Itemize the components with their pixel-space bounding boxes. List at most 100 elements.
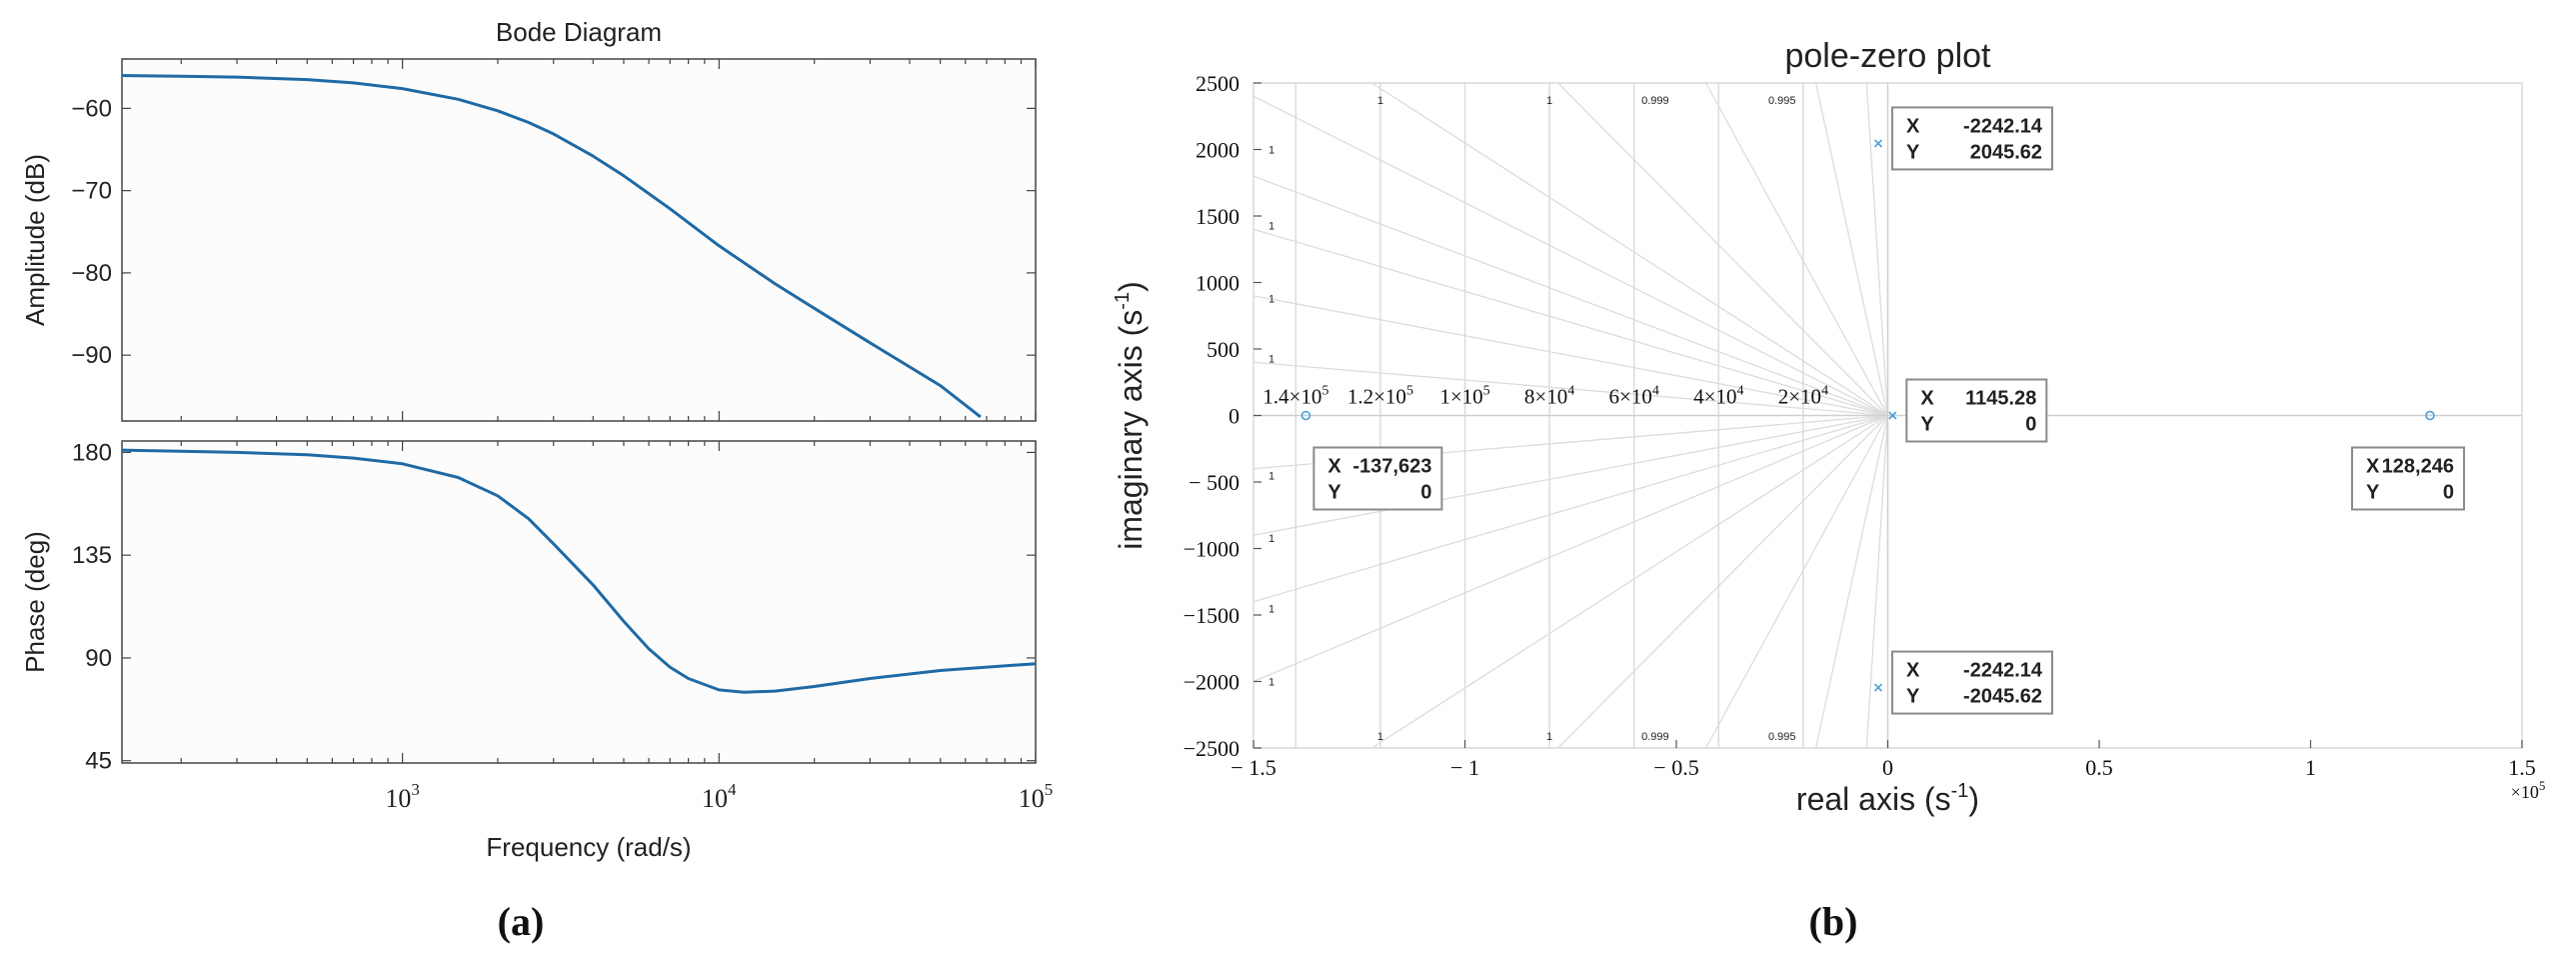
natural-frequency-label: 1×105: [1439, 384, 1489, 409]
datatip-box: [1891, 106, 2054, 171]
datatip-box: [2350, 446, 2465, 511]
grid-line: [1371, 414, 1888, 749]
y-tick-label: 90: [85, 645, 112, 672]
datatip-y-value: 0: [2443, 482, 2454, 504]
y-tick-label: −60: [71, 95, 112, 122]
damping-label: 0.995: [1768, 95, 1796, 107]
y-axis-label: Phase (deg): [20, 531, 50, 673]
damping-label: 1: [1269, 353, 1275, 365]
grid-line: [1253, 175, 1888, 417]
y-axis-label: imaginary axis (s-1): [1112, 281, 1149, 550]
datatip-box: [1905, 378, 2048, 443]
y-tick-label: −90: [71, 342, 112, 369]
y-tick-label: 135: [72, 542, 112, 569]
y-tick-label: 45: [85, 748, 112, 775]
zero-marker: [2425, 410, 2435, 421]
y-tick-label: 2000: [1196, 138, 1240, 163]
datatip-y-label: Y: [1920, 414, 1934, 436]
plot-area: [121, 440, 1037, 764]
damping-label: 1: [1269, 293, 1275, 305]
pole-marker: [1873, 139, 1883, 148]
natural-frequency-label: 2×104: [1778, 384, 1828, 409]
x-tick-label: 103: [385, 780, 420, 813]
natural-frequency-label: 1.2×105: [1347, 384, 1413, 409]
y-tick-label: 2500: [1196, 71, 1240, 96]
y-tick-label: −70: [71, 178, 112, 205]
grid-line: [1253, 228, 1888, 417]
datatip-x-value: 1145.28: [1965, 388, 2036, 410]
grid-line: [1253, 361, 1888, 417]
y-axis-label: Amplitude (dB): [20, 154, 50, 326]
damping-label: 0.999: [1641, 731, 1669, 743]
panel-label-b: (b): [1809, 899, 1858, 944]
grid-line: [1253, 414, 1888, 683]
grid-line: [1705, 82, 1889, 416]
datatip-x-value: -2242.14: [1963, 115, 2043, 137]
y-tick-label: −2500: [1184, 736, 1240, 761]
damping-label: 1: [1269, 220, 1275, 232]
x-tick-label: 0: [1882, 755, 1893, 780]
y-tick-label: 500: [1207, 337, 1240, 362]
grid-line: [1371, 82, 1888, 417]
damping-label: 0.999: [1641, 95, 1669, 107]
datatip-x-label: X: [1906, 115, 1920, 137]
datatip-x-value: -2242.14: [1963, 660, 2043, 682]
y-tick-label: 1000: [1196, 271, 1240, 296]
datatip-x-value: 128,246: [2382, 456, 2454, 478]
datatip: XY -2242.14 -2045.62: [1891, 650, 2054, 715]
bode-amplitude-chart: −90 −80 −70 −60 Amplitude (dB) Bode Diagram: [20, 17, 1037, 422]
panel-label-a: (a): [498, 899, 545, 944]
y-tick-label: 180: [72, 439, 112, 466]
grid-line: [1253, 414, 1888, 603]
datatip-y-label: Y: [1327, 482, 1341, 504]
damping-label: 1: [1546, 731, 1552, 743]
y-tick-label: 0: [1229, 404, 1240, 429]
y-tick-label: −2000: [1184, 670, 1240, 695]
zero-marker: [1300, 410, 1311, 421]
bode-phase-chart: 45 90 135 180 103 104 105 Frequency (rad/s) Phas…: [20, 439, 1053, 862]
x-axis-label: Frequency (rad/s): [486, 832, 691, 862]
plot-area: [121, 58, 1037, 422]
grid-line: [1865, 82, 1889, 416]
grid-line: [1557, 82, 1888, 416]
x-multiplier: ×105: [2511, 778, 2546, 802]
pole-marker: [1888, 411, 1897, 420]
natural-frequency-label: 1.4×105: [1263, 384, 1328, 409]
y-tick-label: −80: [71, 260, 112, 287]
damping-label: 1: [1269, 533, 1275, 545]
damping-label: 1: [1377, 95, 1383, 107]
datatip-y-value: -2045.62: [1963, 686, 2042, 708]
x-tick-label: − 1.5: [1231, 755, 1276, 780]
damping-label: 1: [1269, 677, 1275, 689]
damping-label: 1: [1377, 731, 1383, 743]
damping-label: 1: [1269, 603, 1275, 615]
datatip-y-value: 0: [1420, 482, 1431, 504]
grid-line: [1814, 82, 1889, 416]
damping-label: 1: [1269, 470, 1275, 482]
grid-line: [1705, 415, 1889, 749]
grid-line: [1253, 95, 1888, 417]
datatip-y-label: Y: [2366, 482, 2380, 504]
x-tick-label: 0.5: [2085, 755, 2113, 780]
x-tick-label: 104: [702, 780, 737, 813]
chart-title: pole-zero plot: [1784, 37, 1991, 75]
y-tick-label: −1500: [1184, 603, 1240, 628]
x-axis-label: real axis (s-1): [1796, 780, 1979, 817]
pole-marker: [1873, 683, 1883, 692]
grid-line: [1253, 414, 1888, 536]
y-tick-label: − 500: [1189, 470, 1240, 495]
datatip: XY -2242.14 2045.62: [1891, 106, 2054, 171]
series-line: [121, 74, 982, 419]
grid-line: [1865, 415, 1889, 749]
damping-label: 1: [1269, 145, 1275, 157]
x-tick-label: 1: [2305, 755, 2316, 780]
datatip-y-label: Y: [1906, 686, 1920, 708]
datatip: XY 1145.28 0: [1905, 378, 2048, 443]
x-tick-label: 1.5: [2508, 755, 2536, 780]
datatip: XY -137,623 0: [1312, 446, 1443, 511]
grid-line: [1253, 295, 1888, 417]
series-line: [121, 448, 1037, 694]
datatip-y-value: 0: [2025, 414, 2036, 436]
